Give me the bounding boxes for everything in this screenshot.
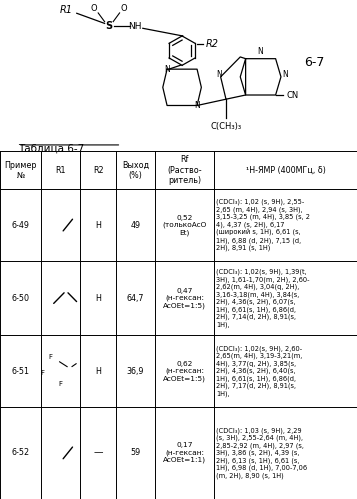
Text: ¹H-ЯМР (400МГц, δ): ¹H-ЯМР (400МГц, δ): [246, 166, 326, 175]
Text: (CDCl₃): 1,02(s, 9H), 2,60-
2,65(m, 4H), 3,19-3,21(m,
4H), 3,77(q, 2H), 3,85(s,
: (CDCl₃): 1,02(s, 9H), 2,60- 2,65(m, 4H),…: [216, 345, 302, 397]
Text: N: N: [258, 47, 263, 56]
Text: H: H: [95, 221, 101, 230]
Text: N: N: [217, 69, 222, 78]
Text: Таблица 6-7: Таблица 6-7: [18, 143, 84, 153]
Text: —: —: [94, 449, 103, 458]
Text: NH: NH: [128, 21, 142, 31]
Text: 6-49: 6-49: [11, 221, 30, 230]
Text: F: F: [59, 381, 63, 387]
Text: 6-7: 6-7: [304, 56, 325, 69]
Text: F: F: [48, 354, 52, 360]
Text: 36,9: 36,9: [127, 367, 145, 376]
Text: N: N: [282, 69, 288, 78]
Text: O: O: [121, 4, 127, 13]
Text: N: N: [164, 65, 170, 74]
Text: 59: 59: [131, 449, 141, 458]
Text: (CDCl₃): 1,02 (s, 9H), 2,55-
2,65 (m, 4H), 2,94 (s, 3H),
3,15-3,25 (m, 4H), 3,85: (CDCl₃): 1,02 (s, 9H), 2,55- 2,65 (m, 4H…: [216, 199, 310, 251]
Text: 64,7: 64,7: [127, 293, 145, 302]
Text: H: H: [95, 293, 101, 302]
Text: CN: CN: [286, 90, 298, 99]
Text: F: F: [41, 370, 45, 376]
Text: C(CH₃)₃: C(CH₃)₃: [210, 122, 242, 131]
Text: 6-50: 6-50: [11, 293, 30, 302]
Text: Пример
№: Пример №: [4, 161, 37, 180]
Text: S: S: [105, 21, 112, 31]
Text: R1: R1: [55, 166, 66, 175]
Text: (CDCl₃): 1,02(s, 9H), 1,39(t,
3H), 1,61-1,70(m, 2H), 2,60-
2,62(m, 4H), 3,04(q, : (CDCl₃): 1,02(s, 9H), 1,39(t, 3H), 1,61-…: [216, 268, 310, 328]
Text: 0,47
(н-гексан:
AcOEt=1:5): 0,47 (н-гексан: AcOEt=1:5): [163, 287, 206, 308]
Text: 0,17
(н-гексан:
AcOEt=1:1): 0,17 (н-гексан: AcOEt=1:1): [163, 443, 206, 464]
Text: 0,62
(н-гексан:
AcOEt=1:5): 0,62 (н-гексан: AcOEt=1:5): [163, 361, 206, 382]
Text: 0,52
(толькоAcO
Et): 0,52 (толькоAcO Et): [162, 215, 207, 236]
Text: H: H: [95, 367, 101, 376]
Text: (CDCl₃): 1,03 (s, 9H), 2,29
(s, 3H), 2,55-2,64 (m, 4H),
2,85-2,92 (m, 4H), 2,97 : (CDCl₃): 1,03 (s, 9H), 2,29 (s, 3H), 2,5…: [216, 427, 307, 479]
Text: 49: 49: [131, 221, 141, 230]
Text: 6-52: 6-52: [11, 449, 30, 458]
Text: R2: R2: [93, 166, 104, 175]
Text: Rf
(Раство-
ритель): Rf (Раство- ритель): [167, 155, 202, 185]
Text: R1: R1: [60, 5, 72, 15]
Text: O: O: [91, 4, 97, 13]
Text: R2: R2: [205, 39, 218, 49]
Text: 6-51: 6-51: [11, 367, 30, 376]
Text: Выход
(%): Выход (%): [122, 161, 149, 180]
Text: N: N: [194, 101, 200, 110]
